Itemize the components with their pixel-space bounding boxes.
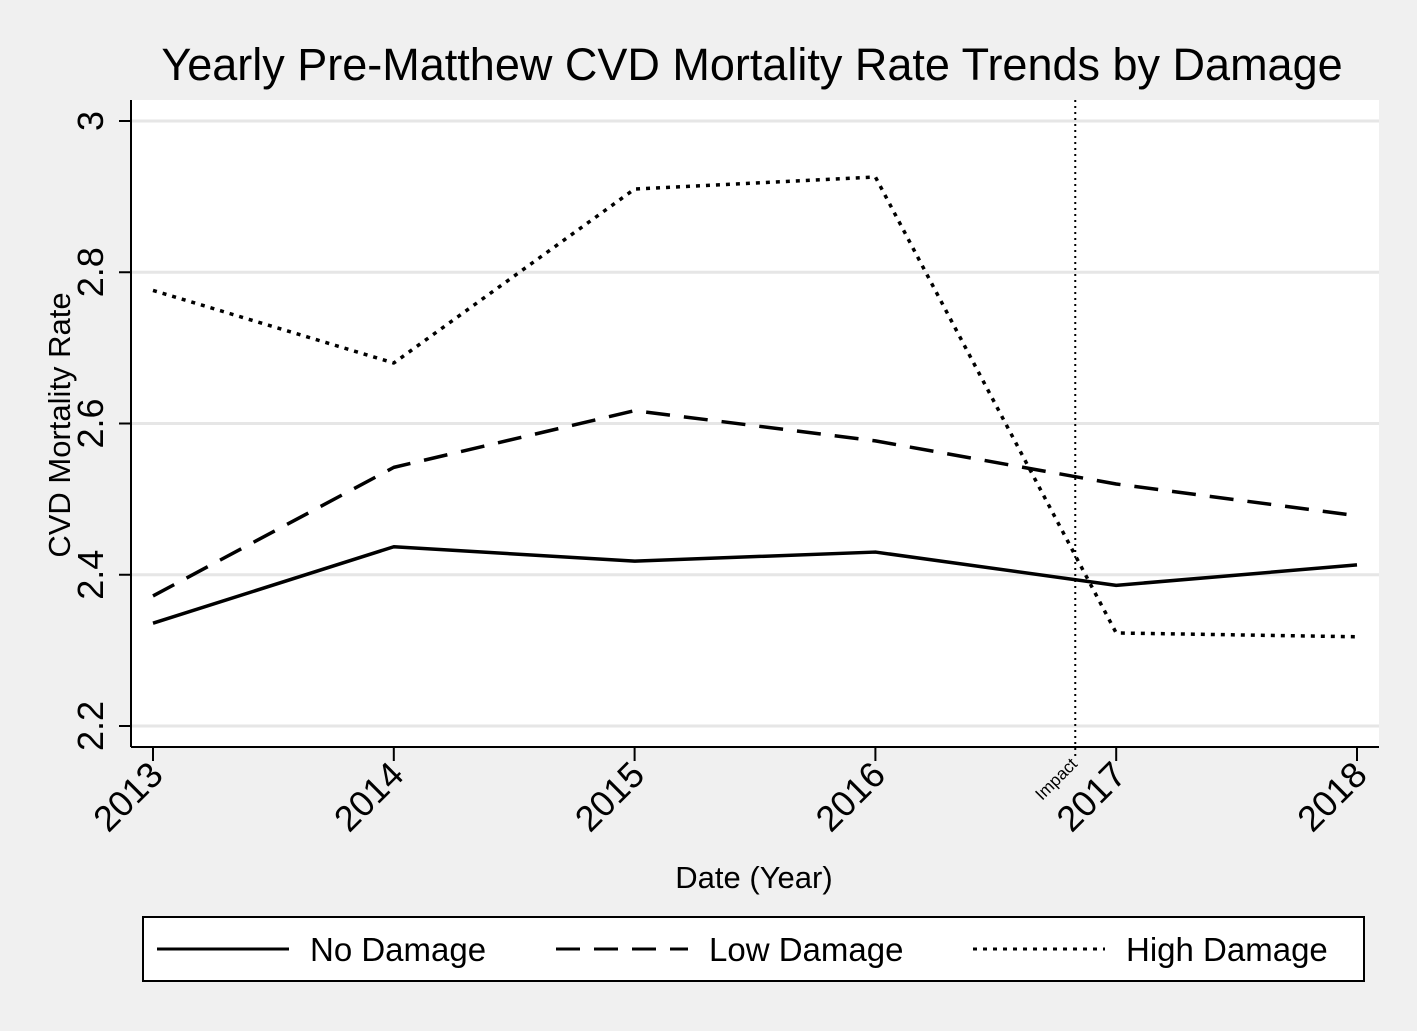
chart-title: Yearly Pre-Matthew CVD Mortality Rate Tr… <box>161 39 1342 90</box>
x-axis-title: Date (Year) <box>675 860 832 895</box>
series-line-low-damage <box>152 408 1358 598</box>
legend-label-low-damage: Low Damage <box>709 931 903 968</box>
legend-label-high-damage: High Damage <box>1126 931 1328 968</box>
legend: No Damage Low Damage High Damage <box>142 916 1365 982</box>
y-tick-label-1: 2.4 <box>70 550 111 600</box>
legend-items: No Damage Low Damage High Damage <box>157 931 1328 968</box>
y-axis-title: CVD Mortality Rate <box>42 292 77 557</box>
legend-label-no-damage: No Damage <box>310 931 486 968</box>
gridlines <box>131 119 1379 728</box>
series-line-no-damage <box>152 545 1358 625</box>
y-tick-label-0: 2.2 <box>70 701 111 751</box>
series-lines <box>152 175 1358 639</box>
y-tick-label-2: 2.6 <box>70 398 111 448</box>
y-tick-label-3: 2.8 <box>70 247 111 297</box>
y-tick-label-4: 3 <box>70 111 111 131</box>
y-axis-ticks: 2.2 2.4 2.6 2.8 3 <box>70 111 131 751</box>
legend-box <box>142 916 1365 982</box>
